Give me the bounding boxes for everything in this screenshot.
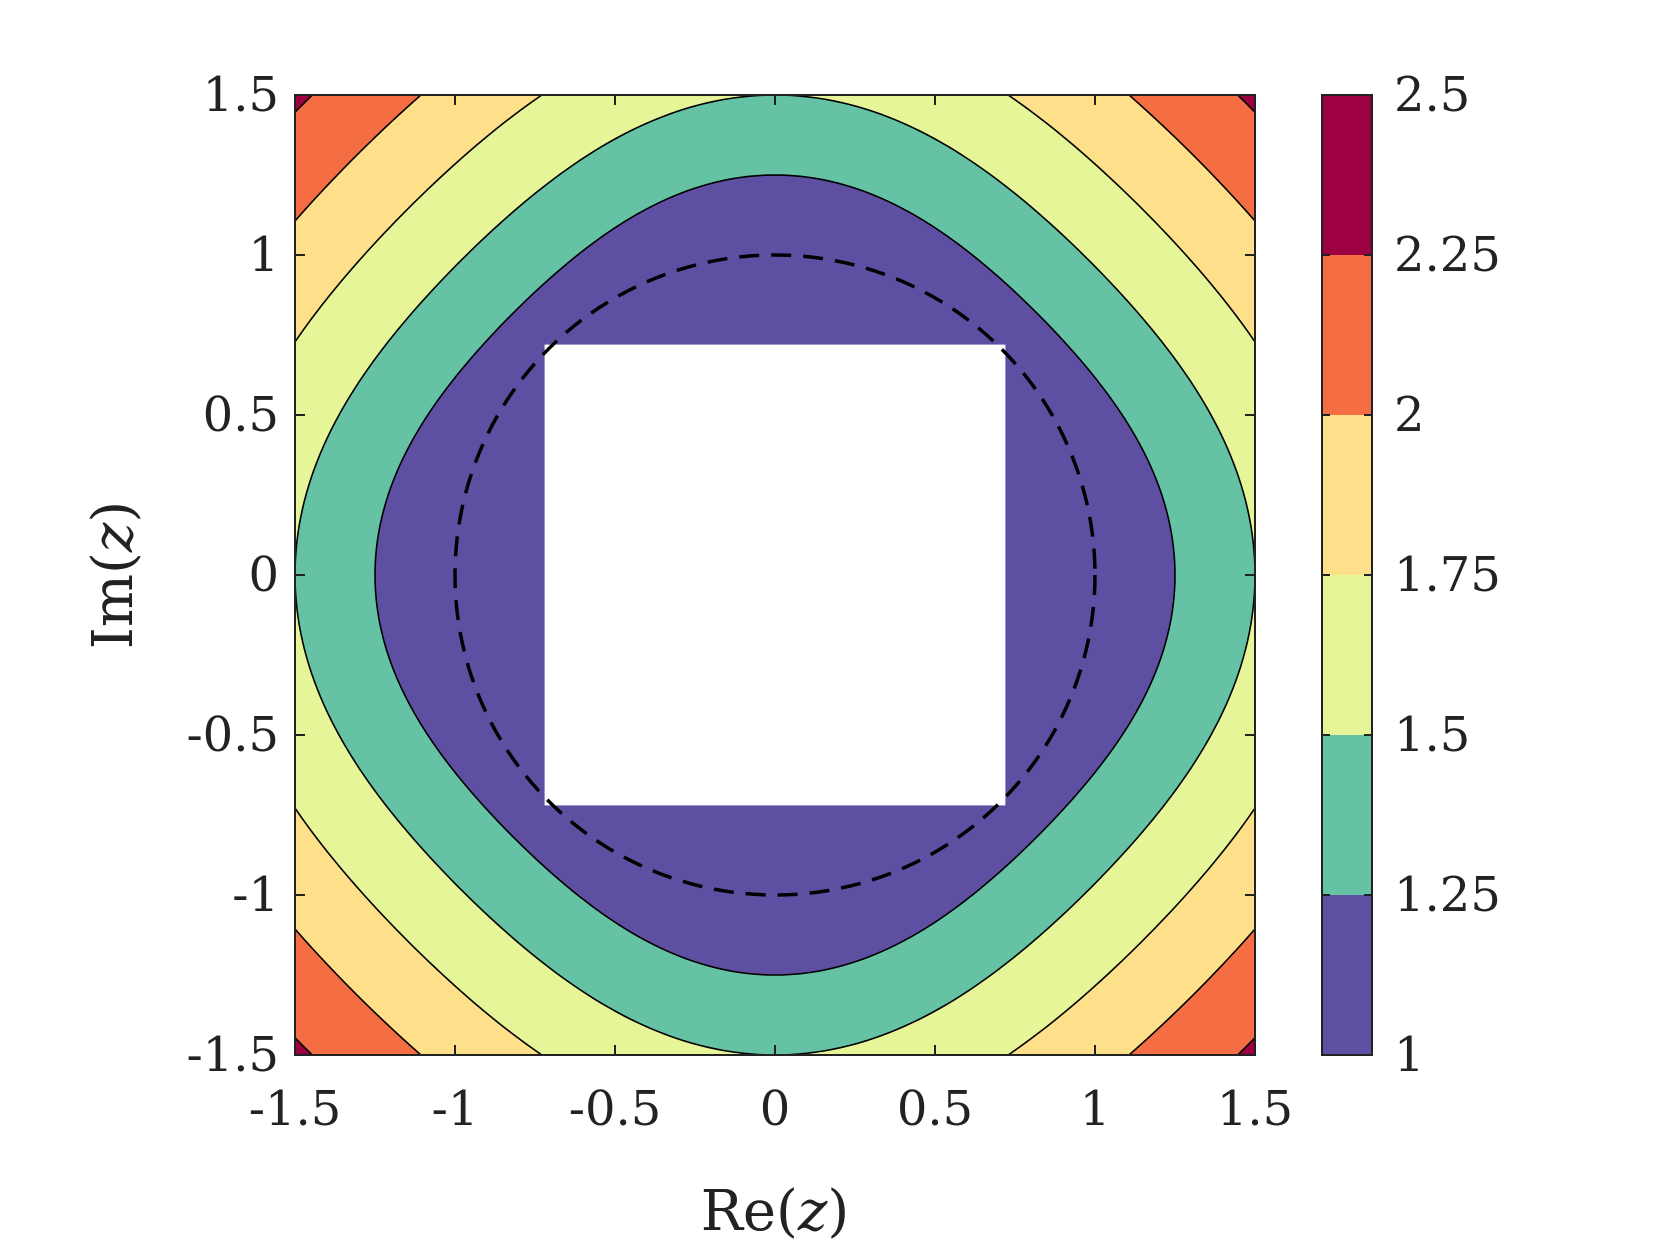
x-tick-label: -0.5: [569, 1081, 662, 1137]
plot-overlay: [453, 253, 1097, 897]
colorbar-tick-label: 2.25: [1394, 227, 1501, 283]
axes: -1.5 -1 -0.5 0 0.5 1 1.5 -1.5 -1 -0.5 0 0.5 1 1.5: [186, 67, 1293, 1137]
y-tick-label: -1: [232, 867, 279, 923]
excluded-square-region: [544, 344, 1006, 806]
x-tick-label: 1: [1080, 1081, 1111, 1137]
y-tick-label: -0.5: [186, 707, 279, 763]
colorbar-tick-label: 2.5: [1394, 67, 1470, 123]
colorbar-swatch: [1322, 575, 1372, 735]
y-tick-label: 1.5: [203, 67, 279, 123]
colorbar-swatch: [1322, 735, 1372, 895]
y-tick-label: 0.5: [203, 387, 279, 443]
y-tick-label: 0: [248, 547, 279, 603]
colorbar-swatch: [1322, 255, 1372, 415]
x-tick-label: 0.5: [897, 1081, 973, 1137]
colorbar-tick-label: 1.75: [1394, 547, 1501, 603]
colorbar-tick-label: 1.5: [1394, 707, 1470, 763]
colorbar-tick-label: 1: [1394, 1027, 1425, 1083]
y-axis-label: Im(z): [81, 501, 146, 649]
colorbar-tick-label: 2: [1394, 387, 1425, 443]
x-tick-label: 1.5: [1217, 1081, 1293, 1137]
x-axis-label: Re(z): [701, 1179, 850, 1243]
y-tick-label: -1.5: [186, 1027, 279, 1083]
y-tick-label: 1: [248, 227, 279, 283]
x-tick-label: -1.5: [249, 1081, 342, 1137]
colorbar-swatch: [1322, 415, 1372, 575]
colorbar-swatch: [1322, 95, 1372, 255]
x-tick-label: 0: [760, 1081, 791, 1137]
colorbar: 1 1.25 1.5 1.75 2 2.25 2.5: [1321, 67, 1501, 1083]
colorbar-tick-label: 1.25: [1394, 867, 1501, 923]
unit-circle-dashed: [453, 253, 1097, 897]
x-tick-label: -1: [432, 1081, 479, 1137]
colorbar-swatch: [1322, 895, 1372, 1055]
